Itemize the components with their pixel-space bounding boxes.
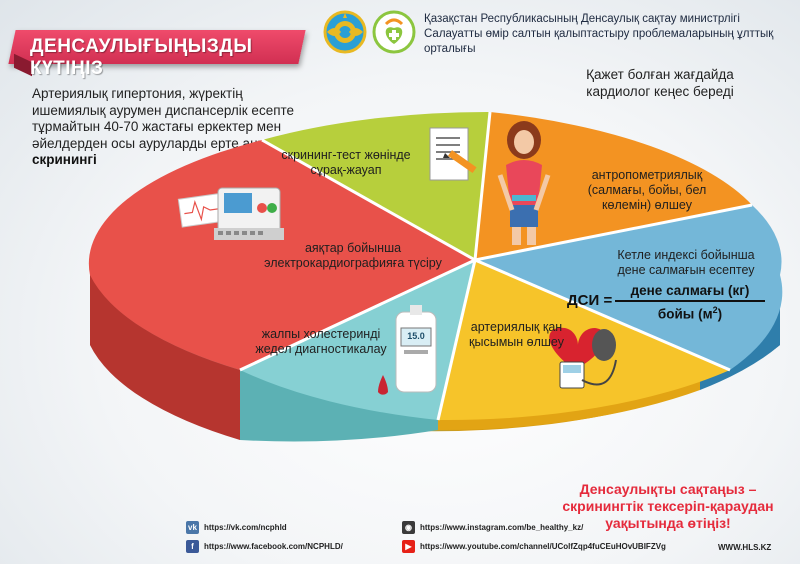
segment-label-bmi: Кетле индексі бойынша дене салмағын есеп…	[617, 248, 755, 277]
youtube-link-text: https://www.youtube.com/channel/UColfZqp…	[420, 542, 666, 551]
instagram-icon: ◉	[402, 521, 415, 534]
hls-center-logo-icon	[372, 10, 416, 54]
intro-paragraph: Артериялық гипертония, жүректің ишемиялы…	[32, 86, 312, 169]
bmi-formula-denominator: бойы (м2)	[615, 305, 765, 322]
bmi-formula-numerator: дене салмағы (кг)	[615, 283, 765, 302]
instagram-link[interactable]: ◉ https://www.instagram.com/be_healthy_k…	[402, 521, 583, 534]
segment-label-ecg: аяқтар бойынша электрокардиографияға түс…	[264, 241, 442, 270]
intro-text: Артериялық гипертония, жүректің ишемиялы…	[32, 86, 295, 151]
woman-measuring-icon	[497, 121, 551, 245]
bmi-formula-close: )	[717, 306, 723, 322]
slice-anthropometry	[475, 112, 752, 260]
segment-label-anthropometry: антропометриялық (салмағы, бойы, бел көл…	[587, 168, 707, 212]
facebook-link-text: https://www.facebook.com/NCPHLD/	[204, 542, 343, 551]
footer	[0, 516, 800, 564]
appeal-text: Денсаулықты сақтаңыз – скринингтік тексе…	[562, 481, 774, 531]
youtube-icon: ▶	[402, 540, 415, 553]
facebook-icon: f	[186, 540, 199, 553]
ministry-line-2: Салауатты өмір салтын қалыптастыру пробл…	[424, 28, 774, 55]
glucometer-icon	[378, 305, 437, 395]
pie-side-red	[90, 275, 240, 440]
facebook-link[interactable]: f https://www.facebook.com/NCPHLD/	[186, 540, 343, 553]
youtube-link[interactable]: ▶ https://www.youtube.com/channel/UColfZ…	[402, 540, 666, 553]
document-pencil-icon	[429, 127, 477, 181]
slice-dividers	[239, 111, 753, 421]
vk-link-text: https://vk.com/ncphld	[204, 523, 287, 532]
instagram-link-text: https://www.instagram.com/be_healthy_kz/	[420, 523, 584, 532]
ministry-text: Қазақстан Республикасының Денсаулық сақт…	[424, 12, 794, 57]
bmi-formula-lhs: ДСИ =	[567, 292, 613, 309]
slice-ecg	[88, 140, 475, 370]
cardiologist-note: Қажет болған жағдайда кардиолог кеңес бе…	[586, 67, 734, 99]
vk-link[interactable]: vk https://vk.com/ncphld	[186, 521, 287, 534]
vk-icon: vk	[186, 521, 199, 534]
kazakhstan-emblem-icon	[323, 10, 367, 54]
ministry-line-1: Қазақстан Республикасының Денсаулық сақт…	[424, 13, 740, 25]
bmi-formula-denominator-text: бойы (м	[657, 306, 713, 322]
glucometer-value: 15.0	[407, 331, 425, 341]
bmi-formula-exponent: 2	[712, 305, 718, 315]
segment-label-questionnaire: скрининг-тест жөнінде сұрақ-жауап	[281, 148, 411, 177]
ecg-machine-icon	[177, 187, 284, 240]
title-banner-text: ДЕНСАУЛЫҒЫҢЫЗДЫ КҮТІҢІЗ	[30, 36, 253, 79]
heart-bp-monitor-icon	[549, 327, 617, 389]
segment-label-cholesterol: жалпы холестеринді жедел диагностикалау	[255, 327, 387, 356]
segment-label-blood-pressure: артериялық қан қысымын өлшеу	[469, 320, 564, 349]
website-link[interactable]: WWW.HLS.KZ	[718, 543, 772, 552]
intro-bold: скринингі	[32, 152, 97, 167]
